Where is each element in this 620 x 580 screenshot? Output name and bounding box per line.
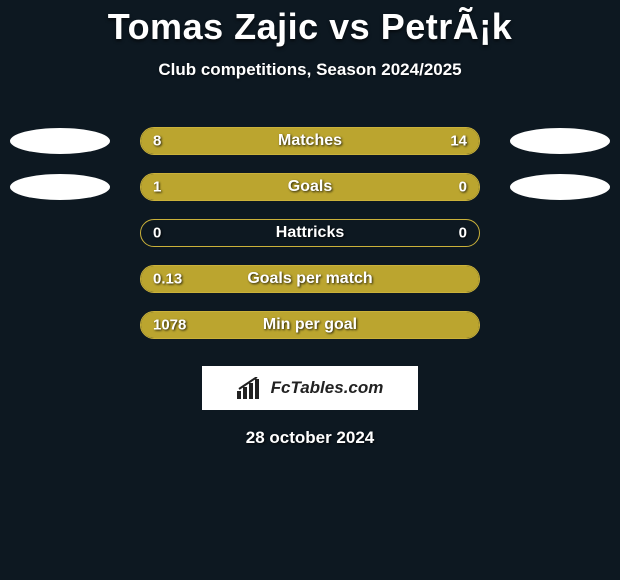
page-title: Tomas Zajic vs PetrÃ¡k	[0, 0, 620, 48]
marker-right	[510, 128, 610, 154]
subtitle: Club competitions, Season 2024/2025	[0, 60, 620, 80]
value-left: 8	[153, 133, 161, 150]
value-right: 0	[459, 225, 467, 242]
value-left: 0.13	[153, 271, 182, 288]
value-left: 0	[153, 225, 161, 242]
stat-bar: 0 0 Hattricks	[140, 219, 480, 247]
logo-text: FcTables.com	[271, 378, 384, 398]
stat-row: 1078 Min per goal	[0, 302, 620, 348]
stat-bar: 0.13 Goals per match	[140, 265, 480, 293]
stat-row: 8 14 Matches	[0, 118, 620, 164]
logo-icon	[237, 377, 265, 399]
stat-bar: 1 0 Goals	[140, 173, 480, 201]
stat-label: Goals	[288, 178, 332, 196]
value-right: 14	[450, 133, 467, 150]
stat-row: 1 0 Goals	[0, 164, 620, 210]
value-right: 0	[459, 179, 467, 196]
stat-label: Goals per match	[247, 270, 372, 288]
logo-box: FcTables.com	[202, 366, 418, 410]
marker-left	[10, 174, 110, 200]
stat-label: Hattricks	[276, 224, 344, 242]
marker-right	[510, 174, 610, 200]
stat-label: Matches	[278, 132, 342, 150]
stat-bar: 8 14 Matches	[140, 127, 480, 155]
fill-left	[141, 174, 398, 200]
stat-bar: 1078 Min per goal	[140, 311, 480, 339]
value-left: 1	[153, 179, 161, 196]
stat-row: 0 0 Hattricks	[0, 210, 620, 256]
comparison-chart: 8 14 Matches 1 0 Goals 0 0 Hattricks 0.13 Goals pe…	[0, 118, 620, 348]
stat-label: Min per goal	[263, 316, 357, 334]
marker-left	[10, 128, 110, 154]
value-left: 1078	[153, 317, 186, 334]
stat-row: 0.13 Goals per match	[0, 256, 620, 302]
date-label: 28 october 2024	[0, 428, 620, 448]
